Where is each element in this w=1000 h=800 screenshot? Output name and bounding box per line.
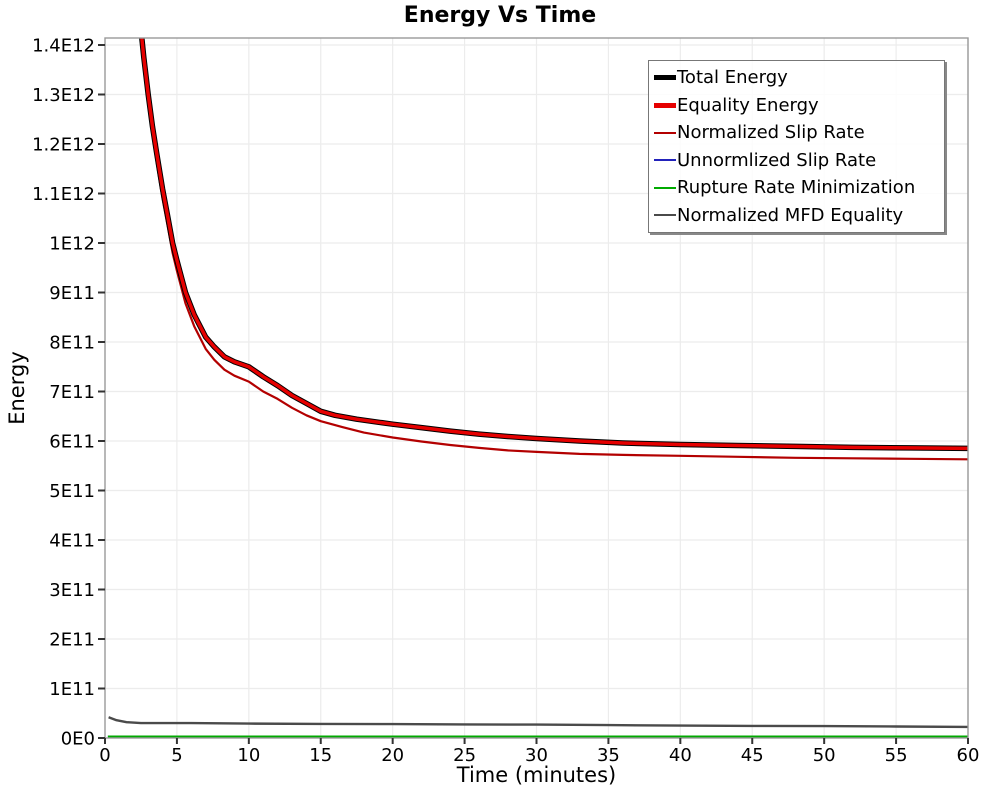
x-tick-label: 30 <box>525 745 548 766</box>
y-tick-label: 1.2E12 <box>32 135 95 156</box>
x-tick-label: 25 <box>453 745 476 766</box>
legend-line-swatch <box>654 102 676 108</box>
legend-item-unnormlized-slip-rate: Unnormlized Slip Rate <box>654 147 940 175</box>
x-tick-label: 50 <box>813 745 836 766</box>
y-tick-label: 8E11 <box>49 333 95 354</box>
y-tick-label: 4E11 <box>49 531 95 552</box>
legend-item-normalized-mfd-equality: Normalized MFD Equality <box>654 202 940 230</box>
legend-item-total-energy: Total Energy <box>654 64 940 92</box>
legend-line-swatch <box>654 131 676 134</box>
x-tick-label: 10 <box>237 745 260 766</box>
x-tick-label: 35 <box>597 745 620 766</box>
axis-ticks: 0E0 1E11 2E11 3E11 4E11 5E11 6E11 7E11 8E11 9E11 1… <box>32 36 979 767</box>
legend-item-rupture-rate-minimization: Rupture Rate Minimization <box>654 174 940 202</box>
y-tick-label: 3E11 <box>49 580 95 601</box>
y-axis-label: Energy <box>5 351 29 425</box>
series-group <box>107 38 968 738</box>
x-tick-label: 20 <box>381 745 404 766</box>
x-axis-label: Time (minutes) <box>456 763 617 787</box>
legend-item-normalized-slip-rate: Normalized Slip Rate <box>654 119 940 147</box>
legend-item-equality-energy: Equality Energy <box>654 92 940 120</box>
x-tick-label: 55 <box>885 745 908 766</box>
series-equality-energy <box>140 38 968 451</box>
y-tick-label: 9E11 <box>49 283 95 304</box>
legend-label: Rupture Rate Minimization <box>677 177 916 199</box>
x-tick-label: 60 <box>957 745 980 766</box>
legend-label: Normalized Slip Rate <box>677 122 865 144</box>
gridlines <box>105 38 969 738</box>
legend-label: Unnormlized Slip Rate <box>677 149 877 171</box>
x-tick-label: 40 <box>669 745 692 766</box>
y-tick-label: 7E11 <box>49 382 95 403</box>
legend-box: Total Energy Equality Energy Normalized Sl… <box>648 60 945 233</box>
y-tick-label: 1.1E12 <box>32 184 95 205</box>
legend-line-swatch <box>654 214 676 217</box>
legend-line-swatch <box>654 159 676 162</box>
y-tick-label: 6E11 <box>49 432 95 453</box>
chart-title: Energy Vs Time <box>403 3 597 28</box>
x-tick-label: 45 <box>741 745 764 766</box>
y-tick-label: 1.3E12 <box>32 85 95 106</box>
legend-label: Normalized MFD Equality <box>677 204 904 226</box>
y-tick-label: 1E12 <box>49 234 95 255</box>
x-tick-label: 0 <box>99 745 110 766</box>
legend-label: Equality Energy <box>677 94 819 116</box>
y-tick-label: 5E11 <box>49 481 95 502</box>
legend-label: Total Energy <box>677 67 788 89</box>
x-tick-label: 5 <box>171 745 182 766</box>
x-tick-label: 15 <box>309 745 332 766</box>
y-tick-label: 1E11 <box>49 679 95 700</box>
legend-line-swatch <box>654 186 676 189</box>
y-tick-label: 2E11 <box>49 630 95 651</box>
y-tick-label: 1.4E12 <box>32 36 95 57</box>
y-tick-label: 0E0 <box>61 729 95 750</box>
legend-line-swatch <box>654 75 676 81</box>
series-normalized-mfd-equality <box>108 716 968 729</box>
